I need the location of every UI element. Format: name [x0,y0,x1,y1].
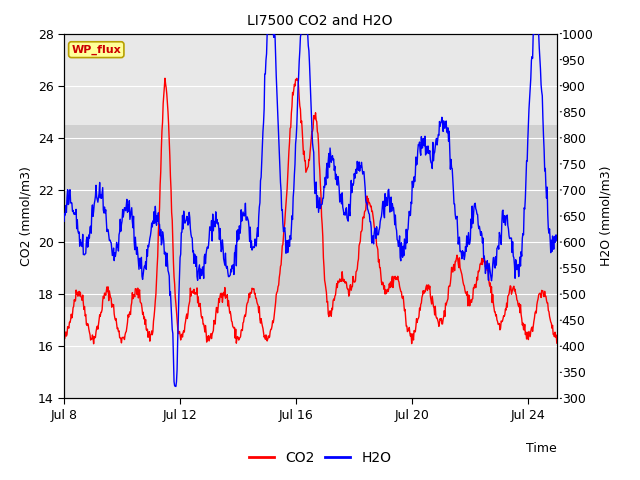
Text: WP_flux: WP_flux [72,45,121,55]
Text: LI7500 CO2 and H2O: LI7500 CO2 and H2O [247,14,393,28]
Legend: CO2, H2O: CO2, H2O [243,445,397,471]
Bar [64,125,557,307]
Y-axis label: CO2 (mmol/m3): CO2 (mmol/m3) [19,166,32,266]
Y-axis label: H2O (mmol/m3): H2O (mmol/m3) [599,166,612,266]
Text: Time: Time [526,442,557,455]
